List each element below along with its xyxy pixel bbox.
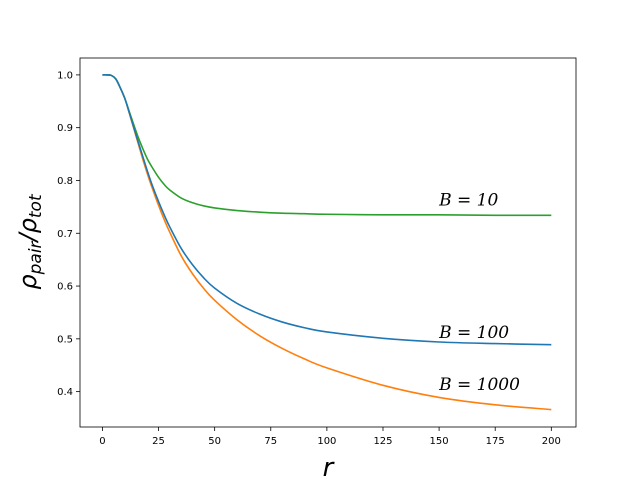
annotation-label: B = 100	[438, 323, 509, 343]
x-tick-label: 125	[373, 436, 392, 447]
y-tick-label: 0.8	[57, 176, 73, 187]
y-tick-label: 0.7	[57, 229, 73, 240]
x-tick-label: 100	[317, 436, 336, 447]
x-axis-label: r	[323, 453, 336, 480]
x-ticks: 0 25 50 75 100 125 150 175 200	[99, 427, 561, 447]
y-tick-label: 0.9	[57, 123, 73, 134]
annotations: B = 10 B = 100 B = 1000	[438, 190, 520, 395]
y-tick-label: 0.6	[57, 282, 73, 293]
annotation-label: B = 1000	[438, 375, 520, 395]
x-tick-label: 25	[152, 436, 165, 447]
y-ticks: 0.4 0.5 0.6 0.7 0.8 0.9 1.0	[57, 70, 80, 398]
y-tick-label: 0.4	[57, 387, 73, 398]
x-tick-label: 50	[208, 436, 221, 447]
x-tick-label: 75	[264, 436, 277, 447]
y-tick-label: 1.0	[57, 70, 73, 81]
y-tick-label: 0.5	[57, 334, 73, 345]
plot-frame	[79, 57, 577, 428]
series-line-b100	[102, 74, 552, 346]
x-tick-label: 0	[99, 436, 105, 447]
x-tick-label: 175	[486, 436, 505, 447]
x-tick-label: 150	[430, 436, 449, 447]
series-line-b1000	[102, 74, 552, 411]
annotation-label: B = 10	[438, 190, 498, 210]
series-layer	[102, 74, 552, 411]
y-axis-label: ρpair/ρtot	[14, 193, 46, 290]
x-tick-label: 200	[542, 436, 561, 447]
